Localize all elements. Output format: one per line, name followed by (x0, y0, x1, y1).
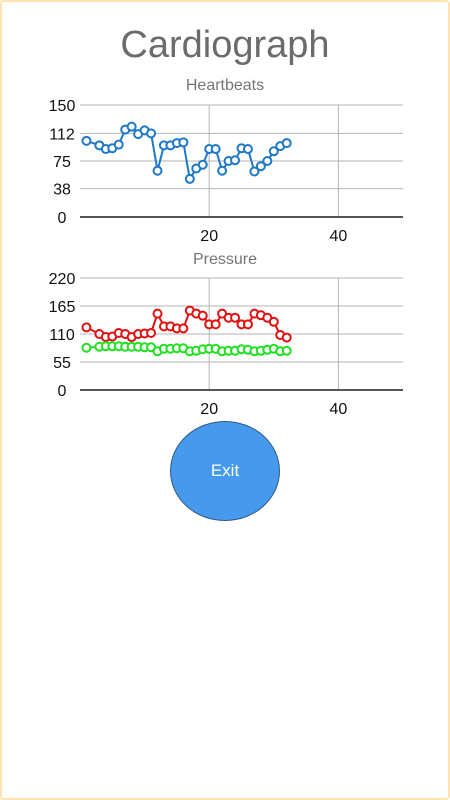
pressure-data-point-0 (268, 316, 279, 327)
heartbeats-data-point-0 (113, 139, 124, 150)
pressure-chart-svg: 0 55 110 165 220 20 40 (49, 271, 403, 418)
heartbeats-y-tick-label: 150 (49, 98, 76, 115)
pressure-data-point-0 (281, 332, 292, 343)
pressure-data-point-0 (230, 312, 241, 323)
pressure-y-tick-label: 165 (49, 299, 76, 316)
heartbeats-y-tick-label: 75 (53, 154, 71, 171)
heartbeats-chart-svg: 0 38 75 112 150 20 40 (49, 98, 403, 245)
heartbeats-data-point-0 (242, 144, 253, 155)
heartbeats-data-point-0 (126, 121, 137, 132)
heartbeats-data-point-0 (81, 135, 92, 146)
pressure-data-point-0 (210, 319, 221, 330)
heartbeats-data-point-0 (281, 138, 292, 149)
pressure-data-point-1 (281, 345, 292, 356)
heartbeats-chart-title: Heartbeats (185, 77, 265, 94)
pressure-y-tick-label: 110 (49, 327, 75, 344)
pressure-data-point-0 (146, 327, 157, 338)
heartbeats-x-tick-label: 20 (200, 228, 218, 245)
pressure-y-tick-label: 55 (53, 355, 71, 372)
pressure-data-point-1 (81, 342, 92, 353)
heartbeats-data-point-0 (178, 137, 189, 148)
pressure-data-point-0 (197, 310, 208, 321)
pressure-chart-title: Pressure (192, 251, 258, 268)
exit-button[interactable]: Exit (170, 421, 280, 521)
pressure-data-point-0 (242, 319, 253, 330)
pressure-x-tick-label: 20 (200, 401, 218, 418)
heartbeats-data-point-0 (230, 155, 241, 166)
pressure-x-tick-label: 40 (330, 401, 348, 418)
heartbeats-data-point-0 (146, 128, 157, 139)
heartbeats-y-tick-label: 0 (58, 210, 67, 227)
heartbeats-data-point-0 (268, 146, 279, 157)
heartbeats-data-point-0 (210, 144, 221, 155)
pressure-chart: 0 55 110 165 220 20 40 (0, 268, 450, 448)
heartbeats-data-point-0 (262, 156, 273, 166)
pressure-data-point-0 (81, 322, 92, 333)
pressure-y-tick-label: 220 (49, 271, 76, 288)
pressure-y-tick-label: 0 (58, 383, 67, 400)
heartbeats-data-point-0 (255, 161, 266, 172)
pressure-data-point-0 (152, 308, 163, 319)
pressure-data-point-0 (178, 323, 189, 334)
heartbeats-data-point-0 (152, 165, 163, 176)
heartbeats-data-point-0 (184, 173, 195, 184)
heartbeats-data-point-0 (249, 166, 260, 177)
heartbeats-y-tick-label: 38 (53, 182, 71, 199)
heartbeats-data-point-0 (197, 159, 208, 170)
heartbeats-data-point-0 (217, 165, 228, 176)
heartbeats-y-tick-label: 112 (49, 126, 75, 143)
heartbeats-chart: 0 38 75 112 150 20 40 (0, 95, 450, 275)
page-title: Cardiograph (120, 24, 330, 66)
heartbeats-x-tick-label: 40 (330, 228, 348, 245)
